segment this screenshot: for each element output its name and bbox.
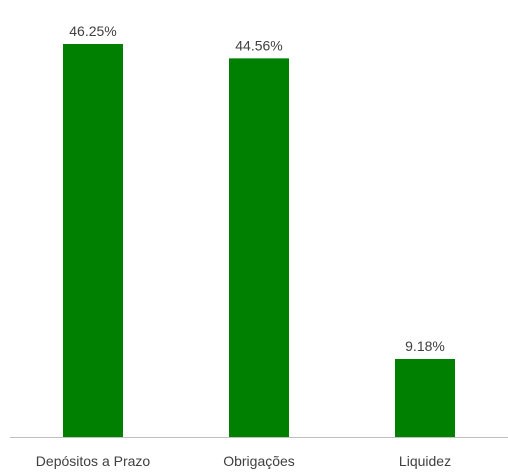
x-tick-label-liquidez: Liquidez (399, 453, 451, 469)
data-label-obrigacoes: 44.56% (235, 37, 282, 53)
data-labels-group: 46.25% 44.56% 9.18% (69, 23, 445, 354)
bars-group (63, 44, 455, 437)
category-labels-group: Depósitos a Prazo Obrigações Liquidez (36, 453, 451, 469)
bar-obrigacoes (229, 58, 289, 437)
x-tick-label-depositos-a-prazo: Depósitos a Prazo (36, 453, 151, 469)
bar-depositos-a-prazo (63, 44, 123, 437)
data-label-liquidez: 9.18% (405, 338, 445, 354)
bar-liquidez (395, 358, 455, 437)
x-tick-label-obrigacoes: Obrigações (223, 453, 295, 469)
data-label-depositos-a-prazo: 46.25% (69, 23, 116, 39)
